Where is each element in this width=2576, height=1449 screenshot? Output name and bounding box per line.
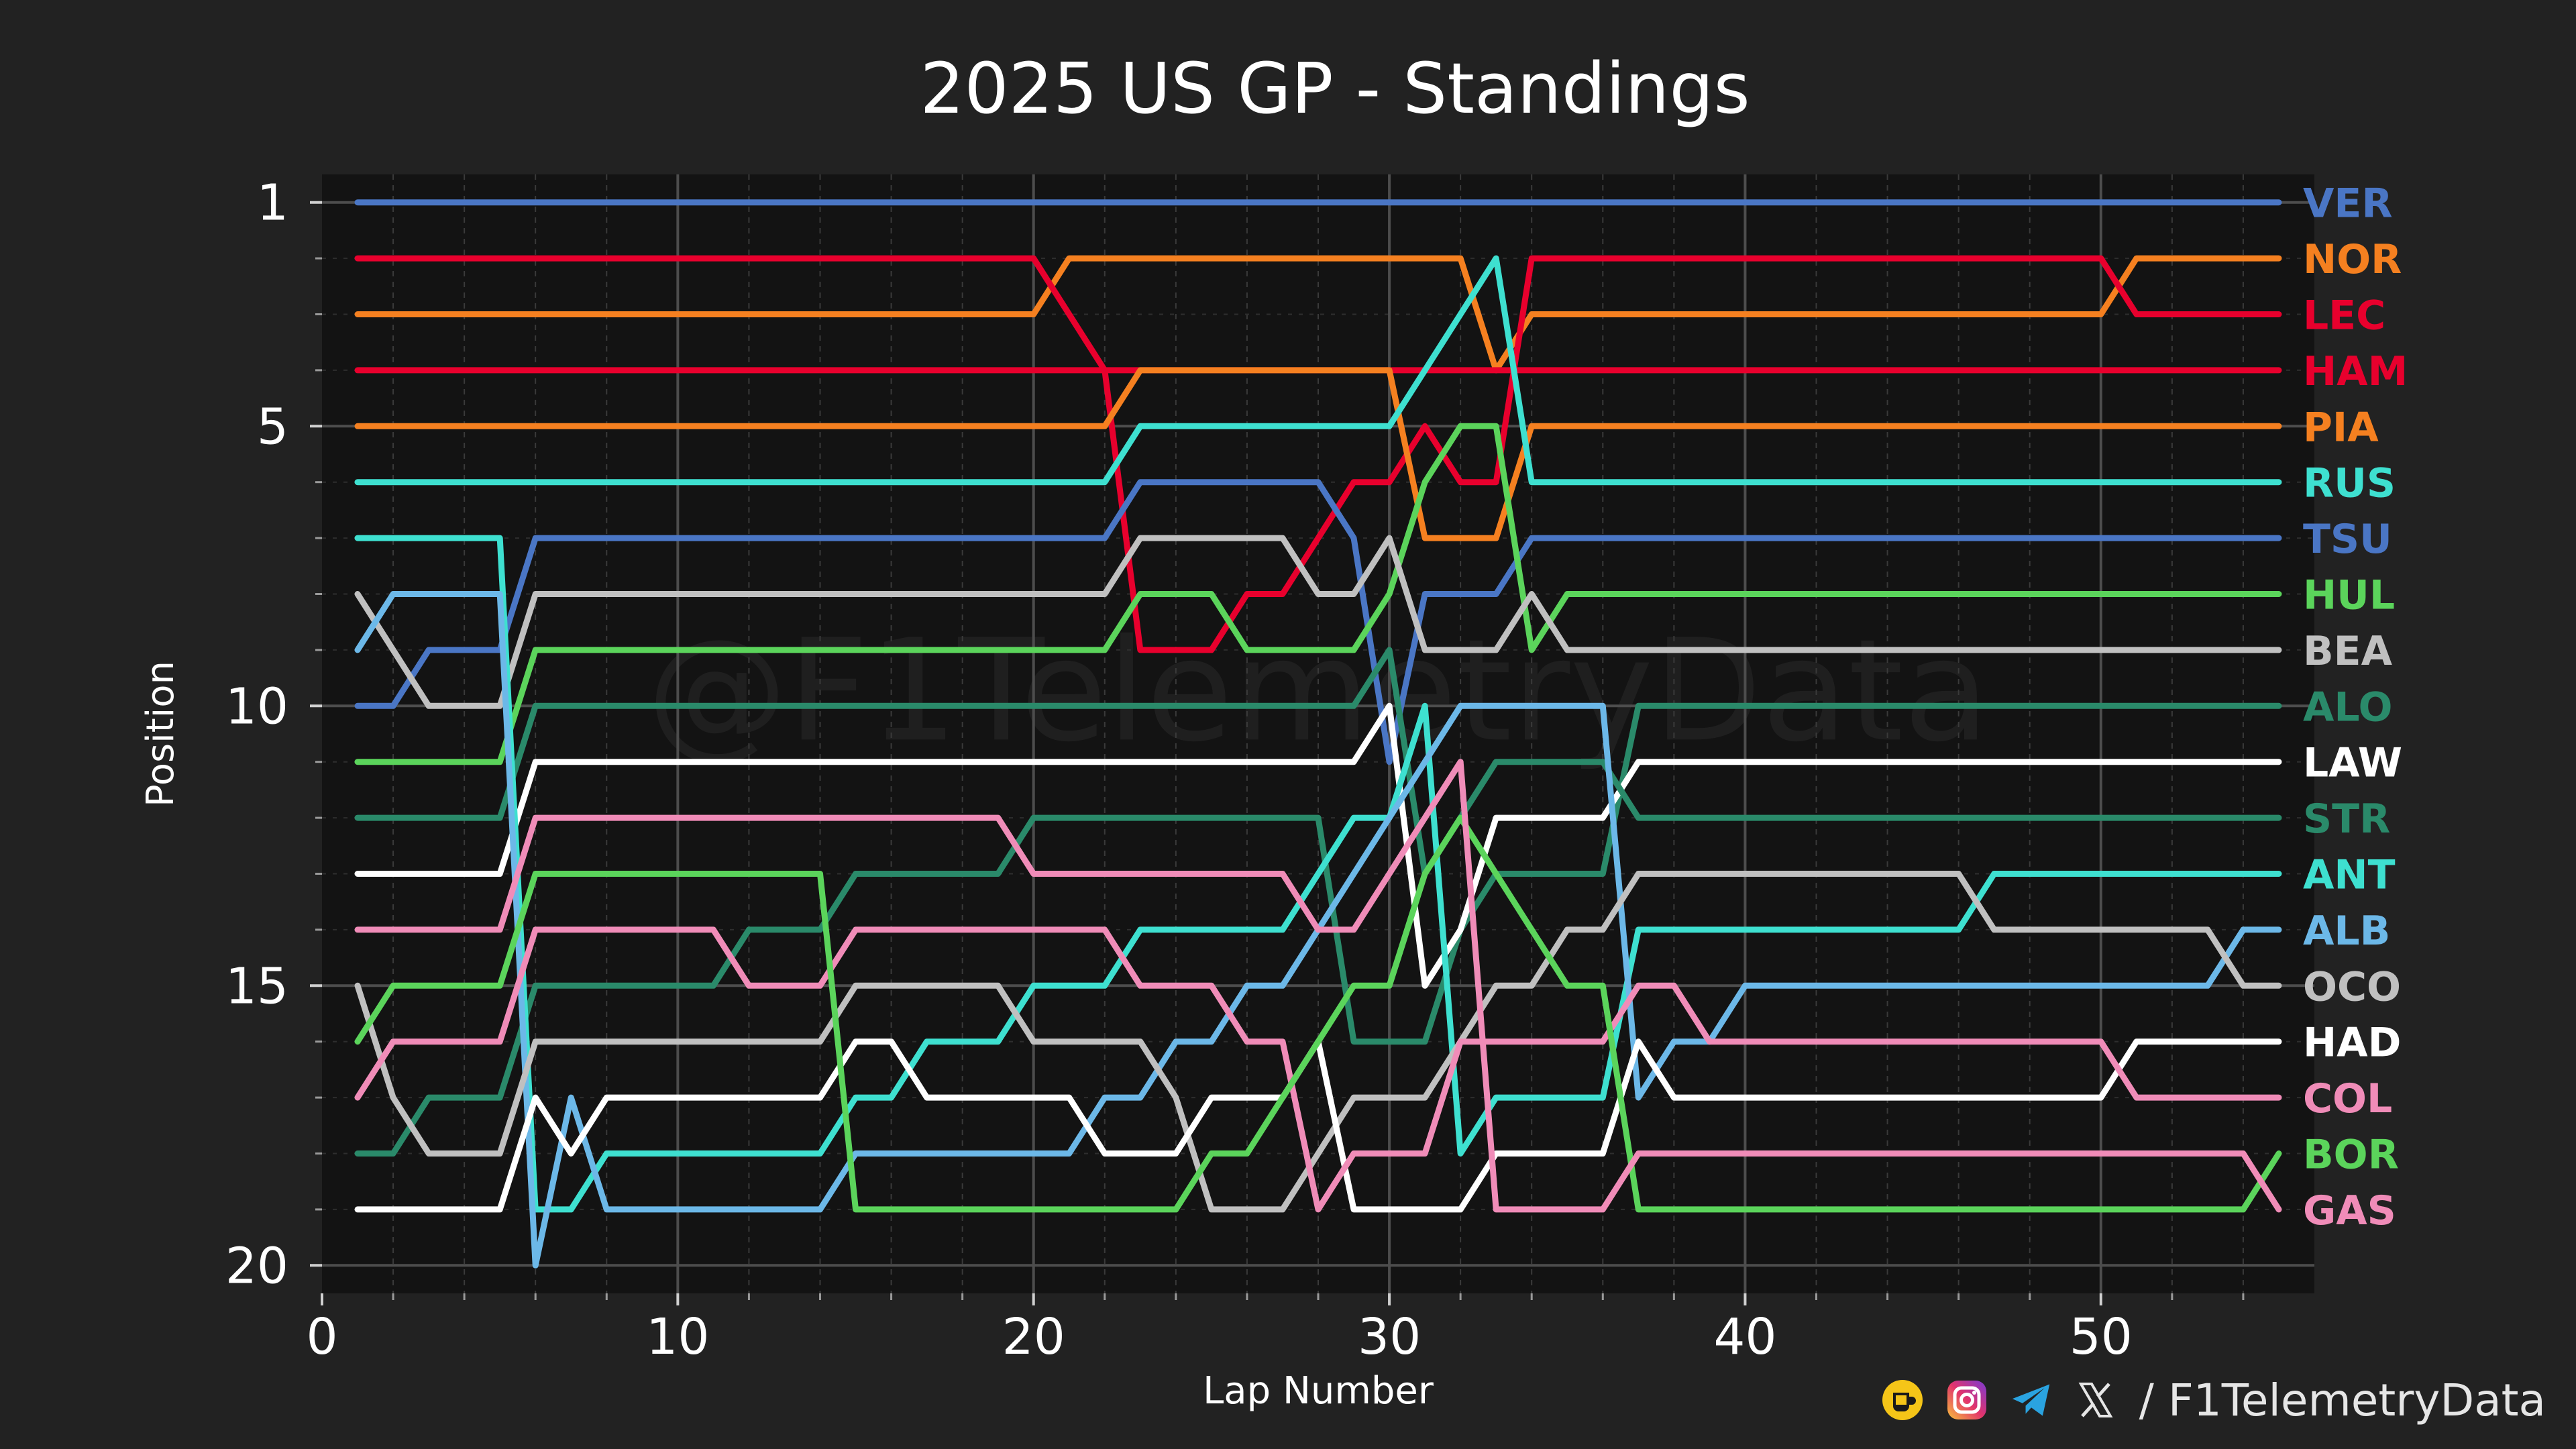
driver-label-gas: GAS <box>2303 1187 2396 1234</box>
series-line-alb <box>354 591 2282 1269</box>
series-line-bor <box>354 814 2282 1213</box>
driver-label-bor: BOR <box>2303 1132 2399 1179</box>
series-line-ant <box>354 535 2282 1213</box>
telegram-icon[interactable] <box>2010 1379 2052 1421</box>
y-tick-label: 5 <box>257 398 288 455</box>
driver-label-law: LAW <box>2303 740 2402 787</box>
series-line-had <box>354 1038 2282 1213</box>
series-line-law <box>354 702 2282 989</box>
series-line-pia <box>354 367 2282 541</box>
footer-social: / F1TelemetryData <box>1882 1363 2546 1437</box>
x-axis-label: Lap Number <box>1203 1369 1434 1413</box>
instagram-icon[interactable] <box>1946 1379 1988 1421</box>
y-tick-label: 20 <box>225 1237 288 1295</box>
driver-label-rus: RUS <box>2303 460 2396 507</box>
driver-label-oco: OCO <box>2303 963 2401 1010</box>
driver-label-tsu: TSU <box>2303 516 2392 563</box>
x-tick-label: 50 <box>2070 1308 2133 1366</box>
driver-label-bea: BEA <box>2303 628 2393 675</box>
driver-label-lec: LEC <box>2303 292 2385 339</box>
driver-label-str: STR <box>2303 796 2390 843</box>
driver-label-ham: HAM <box>2303 348 2408 395</box>
y-tick-label: 15 <box>225 957 288 1015</box>
driver-label-col: COL <box>2303 1075 2392 1122</box>
series-line-oco <box>354 871 2282 1213</box>
series-line-gas <box>354 759 2282 1213</box>
series-line-col <box>354 926 2282 1213</box>
footer-handle[interactable]: / F1TelemetryData <box>2139 1374 2546 1426</box>
series-line-rus <box>354 255 2282 486</box>
driver-label-alo: ALO <box>2303 684 2393 731</box>
y-axis-label: Position <box>139 661 182 807</box>
series-line-hul <box>354 423 2282 765</box>
driver-label-hul: HUL <box>2303 572 2395 619</box>
x-icon[interactable] <box>2075 1379 2116 1421</box>
x-tick-label: 20 <box>1002 1308 1065 1366</box>
x-tick-label: 40 <box>1713 1308 1776 1366</box>
driver-label-ant: ANT <box>2303 852 2396 899</box>
y-tick-label: 1 <box>257 174 288 232</box>
driver-label-pia: PIA <box>2303 404 2379 451</box>
x-tick-label: 30 <box>1358 1308 1421 1366</box>
kofi-icon[interactable] <box>1882 1379 1923 1421</box>
x-tick-label: 10 <box>646 1308 709 1366</box>
driver-label-had: HAD <box>2303 1020 2401 1067</box>
x-tick-label: 0 <box>306 1308 337 1366</box>
series-line-tsu <box>354 479 2282 765</box>
driver-label-alb: ALB <box>2303 908 2390 955</box>
series-line-bea <box>354 535 2282 709</box>
chart-title: 2025 US GP - Standings <box>920 48 1750 129</box>
driver-label-nor: NOR <box>2303 236 2402 283</box>
y-tick-label: 10 <box>225 678 288 735</box>
driver-label-ver: VER <box>2303 180 2393 227</box>
